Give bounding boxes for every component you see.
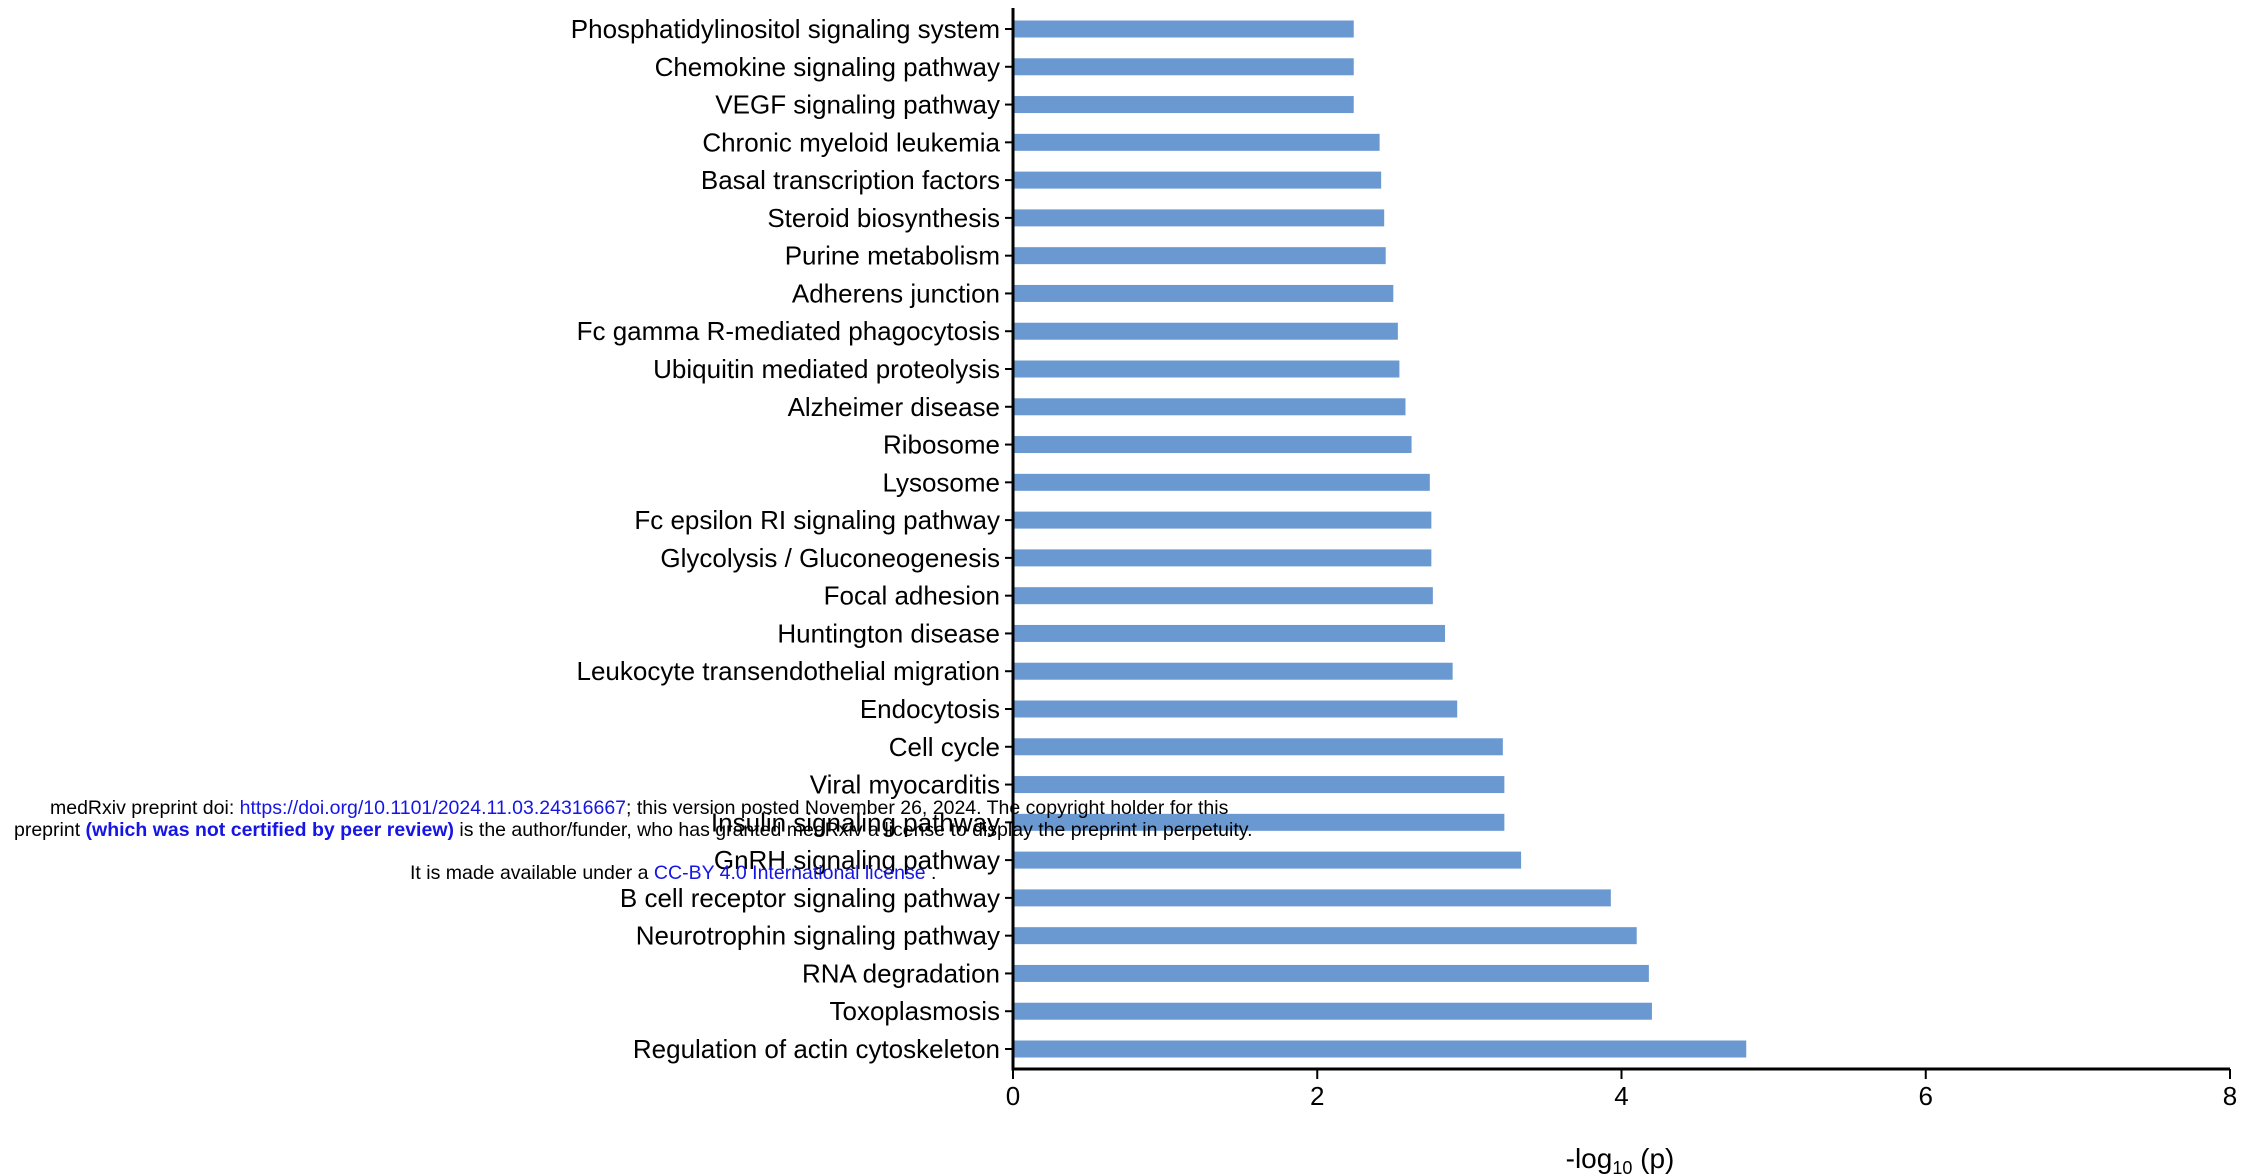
category-label: Cell cycle [889, 732, 1000, 762]
category-label: Alzheimer disease [788, 392, 1000, 422]
x-axis-title: -log10 (p) [1566, 1143, 1675, 1176]
y-ticks-group [1005, 28, 1013, 1050]
category-label: Fc gamma R-mediated phagocytosis [577, 316, 1000, 346]
notice-line3-suffix: . [925, 862, 937, 884]
bar [1013, 511, 1432, 529]
bar [1013, 1002, 1652, 1020]
x-axis-title-suffix: (p) [1632, 1143, 1674, 1174]
category-label: Fc epsilon RI signaling pathway [634, 505, 1000, 535]
category-label: GnRH signaling pathway [714, 845, 1000, 875]
x-axis-title-subscript: 10 [1612, 1158, 1632, 1176]
x-tick-label: 2 [1310, 1081, 1324, 1111]
category-label: Toxoplasmosis [829, 996, 1000, 1026]
x-axis-title-prefix: -log [1566, 1143, 1613, 1174]
category-label: Adherens junction [792, 278, 1000, 308]
category-label: Basal transcription factors [701, 165, 1000, 195]
category-labels-group: Phosphatidylinositol signaling system Che… [571, 14, 1001, 1064]
x-tick-label: 8 [2223, 1081, 2237, 1111]
bar [1013, 20, 1354, 38]
category-label: Endocytosis [860, 694, 1000, 724]
category-label: B cell receptor signaling pathway [620, 883, 1000, 913]
category-label: Viral myocarditis [810, 770, 1000, 800]
bar [1013, 700, 1458, 718]
bar [1013, 964, 1649, 982]
bar [1013, 284, 1394, 302]
bar [1013, 587, 1433, 605]
bar [1013, 624, 1446, 642]
category-label: Chronic myeloid leukemia [702, 127, 1000, 157]
notice-line3-prefix: It is made available under a [410, 862, 654, 884]
category-label: Lysosome [882, 467, 1000, 497]
bars-group [1013, 20, 1747, 1058]
bar [1013, 247, 1386, 265]
notice-peer-review: (which was not certified by peer review) [85, 819, 454, 841]
x-ticks-group: 0 2 4 6 8 [1006, 1069, 2237, 1111]
bar [1013, 473, 1430, 491]
bar [1013, 889, 1611, 907]
bar [1013, 398, 1406, 416]
category-label: Ribosome [883, 430, 1000, 460]
x-tick-label: 0 [1006, 1081, 1020, 1111]
x-tick-label: 6 [1919, 1081, 1933, 1111]
category-label: Glycolysis / Gluconeogenesis [660, 543, 1000, 573]
category-label: Chemokine signaling pathway [655, 52, 1000, 82]
bar [1013, 96, 1354, 114]
preprint-notice-line-3: It is made available under a CC-BY 4.0 I… [0, 862, 1830, 884]
category-label: Regulation of actin cytoskeleton [633, 1034, 1000, 1064]
category-label: Leukocyte transendothelial migration [577, 656, 1000, 686]
x-tick-label: 4 [1614, 1081, 1628, 1111]
bar [1013, 662, 1453, 680]
notice-line1-suffix: ; this version posted November 26, 2024.… [626, 797, 1229, 819]
bar [1013, 813, 1505, 831]
category-label: Neurotrophin signaling pathway [636, 921, 1000, 951]
category-label: RNA degradation [802, 958, 1000, 988]
notice-line2-suffix: is the author/funder, who has granted me… [453, 819, 1253, 841]
license-link[interactable]: CC-BY 4.0 International license [653, 862, 926, 884]
bar [1013, 58, 1354, 76]
bar [1013, 171, 1382, 189]
category-label: Purine metabolism [785, 241, 1000, 271]
preprint-notice-line-1: medRxiv preprint doi: https://doi.org/10… [0, 797, 1470, 819]
bar [1013, 776, 1505, 794]
category-label: Phosphatidylinositol signaling system [571, 14, 1000, 44]
bar [1013, 738, 1503, 756]
category-label: Focal adhesion [824, 581, 1000, 611]
category-label: VEGF signaling pathway [715, 90, 1000, 120]
bar [1013, 436, 1412, 454]
category-label: Insulin signaling pathway [711, 807, 1000, 837]
bar [1013, 927, 1637, 945]
category-label: Ubiquitin mediated proteolysis [653, 354, 1000, 384]
category-label: Huntington disease [777, 618, 1000, 648]
bar [1013, 209, 1385, 227]
bar [1013, 549, 1432, 567]
notice-line1-prefix: medRxiv preprint doi: [50, 797, 240, 819]
category-label: Steroid biosynthesis [767, 203, 1000, 233]
preprint-notice-line-2: preprint (which was not certified by pee… [0, 819, 1434, 841]
bar [1013, 1040, 1747, 1058]
doi-link[interactable]: https://doi.org/10.1101/2024.11.03.24316… [239, 797, 627, 819]
bar [1013, 322, 1398, 340]
bar [1013, 851, 1522, 869]
bar [1013, 133, 1380, 151]
bar [1013, 360, 1400, 378]
notice-line2-prefix: preprint [14, 819, 86, 841]
